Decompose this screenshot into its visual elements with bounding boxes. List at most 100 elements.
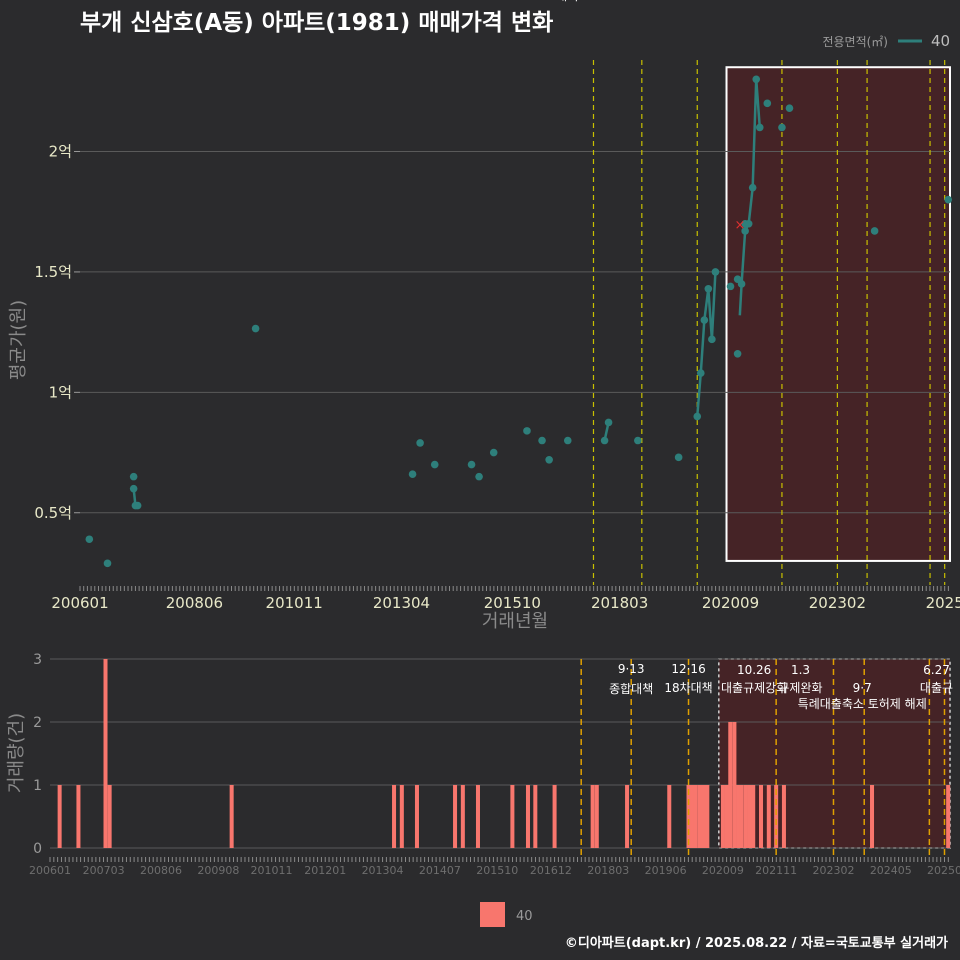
volume-bar: [76, 785, 81, 848]
y-tick-label: 1억: [49, 383, 72, 401]
volume-bar: [533, 785, 538, 848]
legend-swatch-bar: [480, 902, 505, 927]
bottom-legend: 40: [480, 902, 533, 927]
price-point: [778, 123, 786, 132]
price-point: [600, 436, 609, 445]
volume-bar: [525, 785, 530, 848]
policy-annotation-date: 6.27: [923, 663, 950, 677]
policy-annotation-date: 1.3: [791, 663, 810, 677]
volume-bar: [736, 785, 741, 848]
price-point: [545, 455, 553, 464]
highlight-region: [725, 66, 951, 562]
volume-bar: [103, 659, 108, 848]
legend-entry: 40: [931, 32, 950, 50]
volume-bar: [781, 785, 786, 848]
price-point: [755, 123, 764, 132]
volume-bar: [392, 785, 397, 848]
volume-x-tick-label: 202009: [702, 864, 744, 877]
price-point: [733, 350, 742, 358]
volume-bar: [475, 785, 480, 848]
volume-x-tick-label: 201612: [530, 864, 572, 877]
chart-title: 부개 신삼호(A동) 아파트(1981) 매매가격 변화: [80, 10, 553, 36]
policy-annotation-name: 특례대출축소 토허제 해제: [798, 697, 927, 711]
source-caption: ©디아파트(dapt.kr) / 2025.08.22 / 자료=국토교통부 실…: [565, 935, 948, 951]
volume-x-tick-label: 201906: [645, 864, 687, 877]
volume-x-tick-label: 201011: [251, 864, 293, 877]
price-point: [251, 324, 260, 333]
price-point: [744, 219, 753, 228]
volume-bar: [667, 785, 672, 848]
volume-bar: [743, 785, 748, 848]
volume-bar: [701, 785, 706, 848]
price-point: [696, 369, 705, 377]
policy-annotation-date: 8·2 대책: [533, 0, 578, 3]
volume-bar: [453, 785, 458, 848]
y-axis-label: 평균가(원): [8, 300, 29, 380]
volume-x-tick-label: 201201: [304, 864, 346, 877]
price-point: [752, 75, 761, 84]
price-point: [416, 439, 424, 447]
price-point: [133, 501, 142, 510]
volume-x-tick-label: 202405: [870, 864, 912, 877]
price-point: [489, 448, 498, 457]
volume-bar: [399, 785, 404, 848]
top-legend: 전용면적(㎡) 40: [822, 32, 950, 50]
volume-legend-entry: 40: [516, 909, 533, 924]
price-point: [523, 427, 531, 435]
volume-bar: [759, 785, 764, 848]
volume-bar: [946, 785, 951, 848]
volume-bar: [728, 722, 733, 848]
price-point: [693, 412, 702, 421]
policy-annotation-date: 12·16: [671, 662, 705, 676]
price-point: [538, 436, 546, 445]
price-point: [129, 472, 138, 481]
volume-bar: [625, 785, 630, 848]
volume-y-tick-label: 3: [33, 652, 42, 668]
price-point: [85, 535, 94, 544]
volume-highlight-region: [718, 658, 951, 849]
volume-bar: [510, 785, 515, 848]
price-point: [785, 104, 794, 112]
volume-bar: [693, 785, 698, 848]
price-point: [737, 280, 746, 288]
volume-bar: [732, 722, 737, 848]
price-point: [430, 460, 439, 469]
price-point: [604, 418, 613, 427]
volume-bar: [414, 785, 419, 848]
volume-bar: [690, 785, 695, 848]
volume-x-tick-label: 200703: [83, 864, 125, 877]
policy-annotation-name: 9·7: [853, 681, 872, 695]
y-tick-label: 2억: [49, 143, 72, 161]
price-point: [944, 195, 953, 204]
policy-annotation-name: 대출규: [920, 681, 953, 695]
x-tick-label: 200806: [166, 594, 223, 612]
price-point: [634, 436, 642, 445]
policy-annotation-name: 종합대책: [609, 681, 653, 696]
volume-bar: [739, 785, 744, 848]
price-point: [870, 227, 879, 235]
x-tick-label: 201510: [484, 594, 541, 612]
price-point: [129, 484, 138, 493]
price-point: [741, 227, 749, 235]
volume-bar: [57, 785, 62, 848]
volume-y-axis-label: 거래량(건): [6, 713, 27, 793]
policy-annotation-date: 10.26: [737, 663, 771, 677]
price-point: [467, 460, 476, 469]
volume-bar: [107, 785, 112, 848]
x-tick-label: 201803: [591, 594, 648, 612]
volume-x-tick-label: 200806: [140, 864, 182, 877]
volume-x-tick-label: 201803: [587, 864, 629, 877]
volume-bar: [229, 785, 234, 848]
anomaly-marker: ×: [734, 218, 745, 233]
y-tick-label: 0.5억: [34, 504, 72, 522]
x-tick-label: 200601: [51, 594, 108, 612]
price-point: [726, 282, 735, 291]
volume-x-tick-label: 202302: [812, 864, 854, 877]
x-tick-label: 201304: [373, 594, 430, 612]
volume-x-tick-label: 201304: [362, 864, 404, 877]
price-point: [408, 470, 417, 479]
x-tick-label: 201011: [266, 594, 323, 612]
volume-x-tick-label: 201510: [476, 864, 518, 877]
volume-bar: [460, 785, 465, 848]
